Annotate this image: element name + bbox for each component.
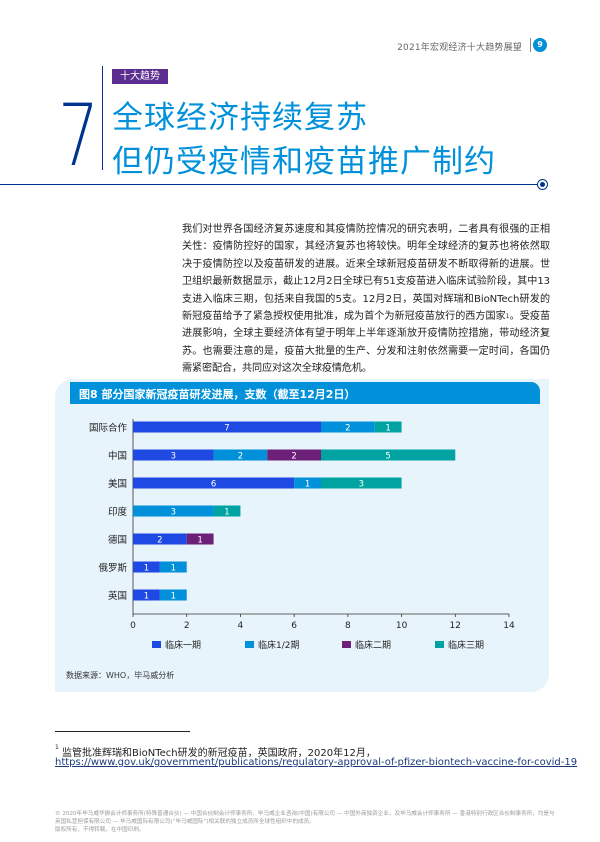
bar-segment [133, 449, 214, 461]
chapter-title-line2: 但仍受疫情和疫苗推广制约 [112, 144, 496, 180]
chapter-divider [102, 66, 103, 170]
bar-segment [133, 505, 214, 517]
data-label: 2 [157, 536, 162, 546]
category-label: 俄罗斯 [98, 562, 127, 574]
footnote-rule [55, 731, 190, 732]
category-label: 英国 [108, 590, 127, 602]
bar-segment [159, 561, 187, 573]
data-label: 3 [171, 508, 176, 518]
bar-segment [294, 477, 321, 489]
data-label: 2 [291, 452, 296, 462]
bar-segment [321, 477, 402, 489]
legend-label: 临床1/2期 [258, 639, 300, 651]
data-label: 1 [197, 536, 202, 546]
chapter-number: 7 [58, 86, 100, 186]
data-label: 3 [171, 452, 176, 462]
legend-label: 临床二期 [355, 639, 391, 651]
data-label: 1 [144, 592, 149, 602]
bar-segment [159, 589, 187, 601]
header-divider [530, 38, 531, 52]
footnote-marker: 1 [55, 744, 59, 751]
paragraph-text-1: 我们对世界各国经济复苏速度和其疫情防控情况的研究表明，二者具有很强的正相关性：疫… [182, 224, 550, 323]
data-label: 6 [211, 480, 216, 490]
data-label: 2 [238, 452, 243, 462]
vaccine-chart: 0 2 4 6 8 10 12 14 国际合作 7 2 1 中国 3 2 2 5 美国 6 1 3 印度 3 1 德国 2 1 俄罗斯… [89, 419, 515, 651]
data-label: 1 [224, 508, 229, 518]
x-tick-label: 8 [345, 621, 351, 631]
bar-segment [213, 449, 268, 461]
legend-swatch [152, 641, 161, 648]
bar-segment [267, 449, 321, 461]
x-tick-label: 12 [450, 621, 461, 631]
footnote-link[interactable]: https://www.gov.uk/government/publicatio… [55, 757, 578, 768]
legend-swatch [342, 641, 351, 648]
bar-segment [186, 533, 214, 545]
data-label: 1 [171, 592, 176, 602]
copyright-notice: © 2020年毕马威华振会计师事务所(特殊普通合伙) — 中国合伙制会计师事务所… [55, 810, 555, 834]
data-label: 7 [224, 424, 229, 434]
x-tick-label: 14 [503, 621, 515, 631]
paragraph-text-2: 。受疫苗进展影响，全球主要经济体有望于明年上半年逐渐放开疫情防控措施，带动经济复… [182, 311, 550, 375]
category-label: 美国 [108, 478, 127, 490]
x-tick-label: 6 [291, 621, 297, 631]
bar-segment [133, 421, 321, 433]
page-number: 9 [533, 38, 547, 52]
data-label: 1 [385, 424, 390, 434]
bar-segment [374, 421, 402, 433]
bar-segment [133, 589, 160, 601]
data-label: 2 [345, 424, 350, 434]
x-tick-label: 10 [396, 621, 408, 631]
data-label: 1 [305, 480, 310, 490]
category-label: 国际合作 [89, 422, 128, 434]
footnote-text: 1 监管批准辉瑞和BioNTech研发的新冠疫苗，英国政府，2020年12月， [55, 744, 376, 759]
footnote-citation: 监管批准辉瑞和BioNTech研发的新冠疫苗，英国政府，2020年12月， [58, 748, 376, 759]
bar-segment [133, 477, 295, 489]
data-label: 3 [359, 480, 364, 490]
legend-label: 临床一期 [165, 639, 201, 651]
category-label: 中国 [108, 450, 127, 462]
figure-source: 数据来源：WHO，毕马威分析 [66, 671, 175, 680]
x-tick-label: 2 [184, 621, 190, 631]
category-label: 印度 [108, 506, 128, 518]
body-paragraph: 我们对世界各国经济复苏速度和其疫情防控情况的研究表明，二者具有很强的正相关性：疫… [182, 221, 550, 378]
chapter-title-line1: 全球经济持续复苏 [112, 100, 368, 136]
data-label: 1 [171, 564, 176, 574]
figure-title-bar [70, 382, 540, 404]
bar-segment [321, 449, 456, 461]
copyright-line2: 版权所有，不得转载。在中国印刷。 [55, 827, 145, 833]
x-tick-label: 4 [238, 621, 244, 631]
x-tick-label: 0 [130, 621, 136, 631]
copyright-line1: © 2020年毕马威华振会计师事务所(特殊普通合伙) — 中国合伙制会计师事务所… [55, 811, 555, 825]
footnote-ref[interactable]: 1 [505, 313, 510, 321]
data-label: 1 [144, 564, 149, 574]
title-rule [0, 184, 538, 185]
section-tag: 十大趋势 [112, 69, 168, 84]
bar-segment [321, 421, 375, 433]
category-label: 德国 [108, 534, 127, 546]
legend-label: 临床三期 [448, 639, 484, 651]
data-label: 5 [385, 452, 390, 462]
bar-segment [133, 533, 187, 545]
bar-segment [213, 505, 241, 517]
figure-title: 图8 部分国家新冠疫苗研发进展，支数（截至12月2日） [79, 388, 356, 401]
rule-end-dot [537, 179, 548, 190]
bar-segment [133, 561, 160, 573]
legend-swatch [245, 641, 254, 648]
report-title: 2021年宏观经济十大趋势展望 [397, 43, 522, 53]
legend-swatch [435, 641, 444, 648]
